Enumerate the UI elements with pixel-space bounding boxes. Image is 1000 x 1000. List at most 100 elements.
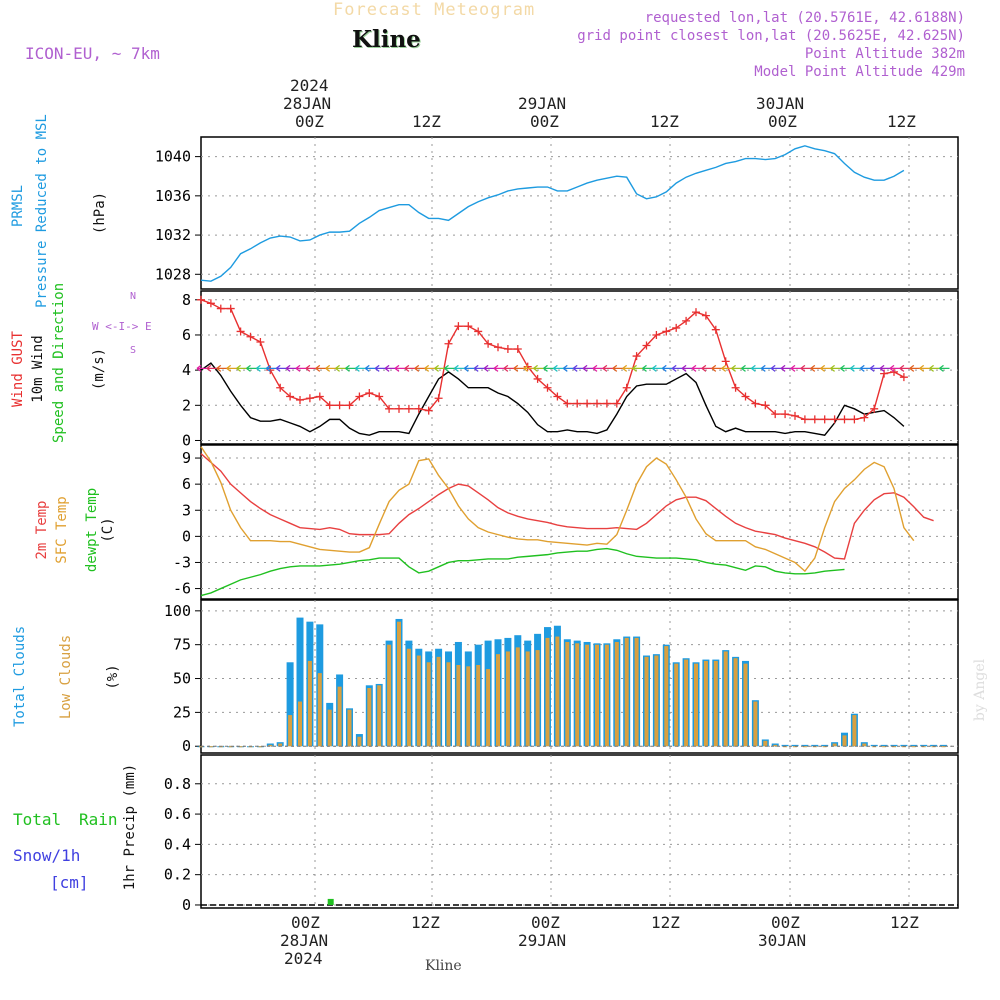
wind-dir-arrow-29 (483, 364, 495, 372)
low-cloud-bar-15 (347, 709, 352, 747)
gust-point-47 (662, 327, 671, 336)
gust-point-20 (395, 404, 403, 413)
low-cloud-bar-57 (763, 740, 768, 747)
cloud-unit-label: (%) (105, 664, 121, 690)
gust-point-62 (810, 415, 819, 424)
wind-dir-arrow-59 (780, 364, 792, 372)
snow-unit-label: [cm] (50, 873, 89, 892)
gust-point-60 (791, 411, 799, 420)
low-cloud-bar-47 (664, 646, 669, 747)
gust-point-0 (197, 295, 205, 304)
wind-dir-arrow-1 (206, 364, 217, 372)
wind-dir-arrow-31 (503, 364, 514, 372)
temp-unit-label: (C) (100, 517, 116, 543)
wind-dir-arrow-22 (414, 364, 425, 372)
low-cloud-bar-29 (486, 669, 491, 747)
wind-tick-label-0: 0 (182, 431, 191, 449)
wind-dir-arrow-14 (335, 364, 346, 372)
total-cloud-bar-75 (940, 744, 947, 747)
wind-dir-arrow-50 (691, 364, 702, 372)
low-cloud-bar-37 (565, 641, 570, 747)
low-cloud-bar-28 (476, 664, 481, 747)
low-cloud-bar-55 (743, 663, 748, 747)
wind10m-line (200, 362, 905, 436)
total-cloud-bar-74 (930, 744, 938, 747)
wind-dir-arrow-43 (622, 364, 633, 372)
gust-point-67 (860, 413, 869, 422)
wind-dir-arrow-7 (265, 364, 277, 372)
top-tick-00z-2: 00Z (530, 112, 559, 131)
location-title: Kline (352, 26, 421, 53)
gust-point-46 (652, 330, 661, 339)
bottom-tick-00z-2: 00Z (531, 913, 560, 932)
wind-dir-arrow-48 (671, 364, 683, 372)
low-cloud-bar-54 (733, 658, 738, 747)
low-cloud-bar-40 (595, 644, 599, 747)
precipitation-tick-label-4: 0.8 (164, 775, 191, 793)
gust-point-54 (731, 383, 740, 392)
wind-dir-arrow-37 (562, 364, 574, 372)
gust-point-10 (296, 396, 304, 405)
compass-s: S (130, 345, 137, 356)
low-cloud-bar-69 (882, 746, 887, 748)
bottom-tick-12z-3: 12Z (890, 913, 919, 932)
low-cloud-bar-72 (911, 746, 916, 748)
gust-point-63 (820, 415, 829, 424)
top-date-1: 28JAN (283, 94, 332, 113)
gust-point-57 (761, 401, 770, 410)
total-cloud-bar-63 (821, 744, 829, 747)
low-cloud-bar-66 (852, 715, 857, 747)
gust-point-36 (553, 392, 562, 401)
low-cloud-bar-61 (802, 746, 807, 748)
wind-dir-arrow-28 (473, 364, 485, 372)
gust-point-13 (325, 401, 334, 410)
gust-point-52 (711, 325, 720, 334)
low-cloud-bar-33 (525, 651, 530, 747)
gust-point-34 (533, 374, 542, 383)
bottom-tick-12z-1: 12Z (411, 913, 440, 932)
low-cloud-bar-8 (278, 743, 283, 747)
wind-dir-arrow-34 (533, 364, 544, 372)
clouds-tick-label-2: 50 (173, 670, 191, 688)
bottom-tick-00z-1: 00Z (291, 913, 320, 932)
compass-row: W <-I-> E (92, 320, 152, 333)
wind-tick-label-3: 6 (182, 326, 191, 344)
wind-dir-arrow-54 (731, 364, 742, 372)
gust-point-22 (414, 404, 423, 413)
gust-point-71 (899, 373, 908, 382)
wind-dir-arrow-9 (285, 364, 297, 372)
total-cloud-bar-10 (296, 617, 304, 747)
gust-point-21 (404, 404, 413, 413)
top-tick-12z-1: 12Z (412, 112, 441, 131)
forecast-title: Forecast Meteogram (333, 0, 536, 20)
wind-dir-arrow-21 (404, 364, 415, 372)
wind-dir-arrow-11 (305, 364, 316, 372)
gust-point-3 (226, 304, 235, 313)
low-cloud-bar-25 (446, 662, 451, 747)
wind-dir-arrow-23 (424, 364, 435, 372)
snow-label: Snow/1h (13, 846, 81, 865)
bottom-tick-12z-2: 12Z (651, 913, 680, 932)
low-cloud-bar-48 (674, 663, 679, 747)
gust-point-66 (850, 415, 859, 424)
wind-dir-arrow-10 (295, 364, 306, 372)
pressure-frame (200, 136, 959, 290)
wind-dir-arrow-12 (315, 364, 326, 372)
gust-point-51 (701, 311, 710, 320)
clouds-tick-label-3: 75 (173, 636, 191, 654)
wind-frame (200, 290, 959, 445)
temp2m-label: 2m Temp (34, 500, 50, 560)
gust-point-44 (632, 352, 641, 361)
wind-dir-arrow-17 (364, 364, 376, 372)
wind-dir-arrow-16 (355, 364, 366, 372)
wind-dir-arrow-15 (345, 364, 356, 372)
gust-point-17 (365, 389, 374, 397)
wind-tick-label-1: 2 (182, 396, 191, 414)
gust-point-39 (583, 399, 592, 408)
wind-dir-arrow-4 (236, 364, 247, 372)
wind-dir-arrow-42 (612, 364, 623, 372)
gust-point-43 (622, 383, 631, 392)
gust-point-59 (781, 410, 790, 419)
wind-dir-arrow-35 (543, 364, 554, 372)
total-cloud-bar-71 (900, 744, 908, 747)
